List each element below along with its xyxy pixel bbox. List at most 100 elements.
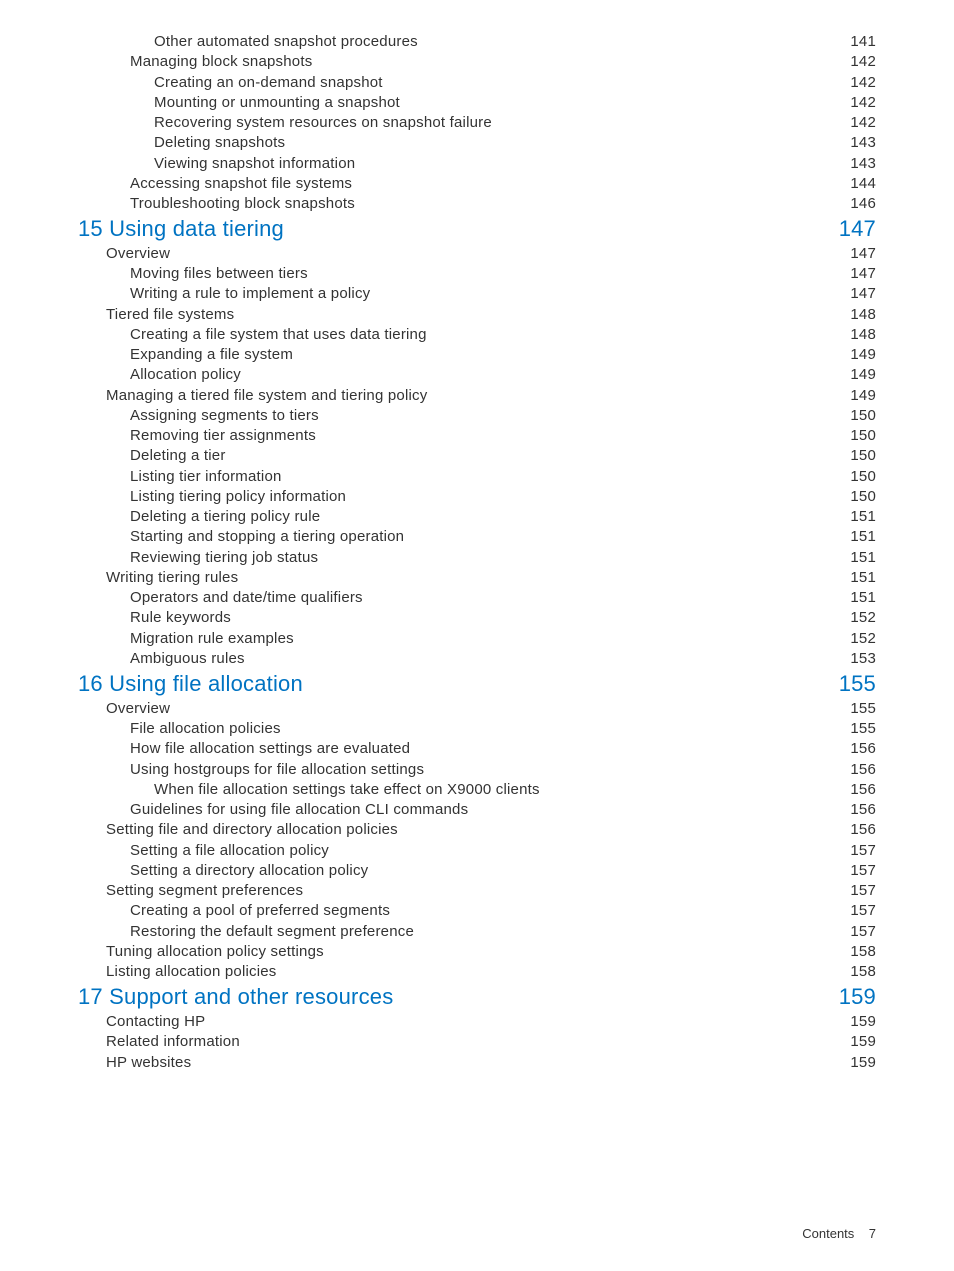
toc-entry-page: 142 — [850, 93, 876, 113]
toc-entry[interactable]: HP websites159 — [78, 1053, 876, 1073]
toc-entry[interactable]: File allocation policies155 — [78, 719, 876, 739]
toc-entry[interactable]: Removing tier assignments150 — [78, 426, 876, 446]
toc-entry-page: 156 — [850, 739, 876, 759]
toc-entry-page: 143 — [850, 154, 876, 174]
toc-list: Other automated snapshot procedures141Ma… — [78, 32, 876, 1073]
toc-entry-page: 147 — [850, 244, 876, 264]
toc-entry[interactable]: Ambiguous rules153 — [78, 649, 876, 669]
toc-entry[interactable]: Deleting snapshots143 — [78, 133, 876, 153]
toc-entry-label: Creating a pool of preferred segments — [130, 901, 390, 921]
toc-entry-label: How file allocation settings are evaluat… — [130, 739, 410, 759]
toc-entry[interactable]: Related information159 — [78, 1032, 876, 1052]
toc-entry[interactable]: Accessing snapshot file systems144 — [78, 174, 876, 194]
toc-entry[interactable]: Setting a file allocation policy157 — [78, 841, 876, 861]
toc-entry[interactable]: Moving files between tiers147 — [78, 264, 876, 284]
page-footer: Contents 7 — [802, 1226, 876, 1241]
toc-entry[interactable]: Tiered file systems148 — [78, 305, 876, 325]
footer-label: Contents — [802, 1226, 854, 1241]
toc-entry[interactable]: Migration rule examples 152 — [78, 629, 876, 649]
toc-chapter-entry[interactable]: 16 Using file allocation 155 — [78, 669, 876, 699]
toc-entry[interactable]: Assigning segments to tiers150 — [78, 406, 876, 426]
toc-entry-page: 150 — [850, 467, 876, 487]
toc-entry[interactable]: Tuning allocation policy settings158 — [78, 942, 876, 962]
toc-entry[interactable]: Setting file and directory allocation po… — [78, 820, 876, 840]
toc-entry[interactable]: Starting and stopping a tiering operatio… — [78, 527, 876, 547]
toc-entry[interactable]: Guidelines for using file allocation CLI… — [78, 800, 876, 820]
toc-entry[interactable]: Listing tiering policy information150 — [78, 487, 876, 507]
toc-entry[interactable]: Creating a file system that uses data ti… — [78, 325, 876, 345]
toc-entry-label: Migration rule examples — [130, 629, 294, 649]
toc-entry-page: 156 — [850, 780, 876, 800]
toc-entry-page: 151 — [850, 507, 876, 527]
toc-entry-label: Tuning allocation policy settings — [106, 942, 324, 962]
toc-entry[interactable]: Operators and date/time qualifiers151 — [78, 588, 876, 608]
toc-entry[interactable]: Writing tiering rules 151 — [78, 568, 876, 588]
toc-entry[interactable]: Listing tier information150 — [78, 467, 876, 487]
toc-entry-label: Expanding a file system — [130, 345, 293, 365]
toc-entry-page: 150 — [850, 426, 876, 446]
toc-entry[interactable]: Using hostgroups for file allocation set… — [78, 760, 876, 780]
toc-page: Other automated snapshot procedures141Ma… — [0, 0, 954, 1271]
toc-entry-label: Rule keywords — [130, 608, 231, 628]
toc-entry[interactable]: Overview147 — [78, 244, 876, 264]
toc-entry-label: Using hostgroups for file allocation set… — [130, 760, 424, 780]
toc-entry-label: Guidelines for using file allocation CLI… — [130, 800, 468, 820]
toc-entry[interactable]: Creating an on-demand snapshot142 — [78, 73, 876, 93]
toc-entry-page: 155 — [850, 719, 876, 739]
toc-entry[interactable]: Rule keywords152 — [78, 608, 876, 628]
toc-entry-page: 147 — [839, 214, 876, 244]
toc-entry[interactable]: Reviewing tiering job status151 — [78, 548, 876, 568]
toc-entry[interactable]: Managing a tiered file system and tierin… — [78, 386, 876, 406]
toc-entry[interactable]: Deleting a tier150 — [78, 446, 876, 466]
toc-entry-label: When file allocation settings take effec… — [154, 780, 540, 800]
toc-entry-page: 155 — [839, 669, 876, 699]
toc-entry-page: 151 — [850, 527, 876, 547]
toc-entry-page: 150 — [850, 487, 876, 507]
toc-entry-label: Creating a file system that uses data ti… — [130, 325, 427, 345]
toc-entry[interactable]: Overview155 — [78, 699, 876, 719]
toc-entry[interactable]: Listing allocation policies158 — [78, 962, 876, 982]
toc-entry-label: Recovering system resources on snapshot … — [154, 113, 492, 133]
toc-entry-page: 147 — [850, 284, 876, 304]
toc-entry-page: 151 — [850, 548, 876, 568]
toc-entry[interactable]: Recovering system resources on snapshot … — [78, 113, 876, 133]
toc-entry-label: Mounting or unmounting a snapshot — [154, 93, 400, 113]
toc-entry-label: Writing a rule to implement a policy — [130, 284, 370, 304]
toc-entry-page: 157 — [850, 922, 876, 942]
toc-entry-label: 16 Using file allocation — [78, 669, 303, 699]
toc-entry-label: Assigning segments to tiers — [130, 406, 319, 426]
toc-entry-label: Writing tiering rules — [106, 568, 238, 588]
toc-entry[interactable]: Viewing snapshot information143 — [78, 154, 876, 174]
toc-chapter-entry[interactable]: 15 Using data tiering147 — [78, 214, 876, 244]
toc-entry[interactable]: How file allocation settings are evaluat… — [78, 739, 876, 759]
toc-entry[interactable]: Writing a rule to implement a policy 147 — [78, 284, 876, 304]
toc-entry-page: 156 — [850, 800, 876, 820]
toc-entry-page: 151 — [850, 568, 876, 588]
toc-entry-label: Setting file and directory allocation po… — [106, 820, 398, 840]
toc-entry[interactable]: Contacting HP159 — [78, 1012, 876, 1032]
toc-entry[interactable]: Setting a directory allocation policy157 — [78, 861, 876, 881]
toc-entry-page: 158 — [850, 962, 876, 982]
toc-entry[interactable]: Other automated snapshot procedures141 — [78, 32, 876, 52]
toc-entry-page: 148 — [850, 325, 876, 345]
toc-entry[interactable]: Creating a pool of preferred segments 157 — [78, 901, 876, 921]
toc-entry[interactable]: Deleting a tiering policy rule151 — [78, 507, 876, 527]
toc-entry-page: 157 — [850, 901, 876, 921]
toc-entry[interactable]: Mounting or unmounting a snapshot 142 — [78, 93, 876, 113]
toc-entry[interactable]: Allocation policy149 — [78, 365, 876, 385]
toc-entry-page: 142 — [850, 113, 876, 133]
toc-entry-label: Deleting a tier — [130, 446, 226, 466]
toc-entry-page: 149 — [850, 386, 876, 406]
toc-entry-page: 157 — [850, 881, 876, 901]
toc-entry[interactable]: When file allocation settings take effec… — [78, 780, 876, 800]
toc-entry[interactable]: Troubleshooting block snapshots146 — [78, 194, 876, 214]
toc-entry-label: Deleting snapshots — [154, 133, 285, 153]
toc-entry[interactable]: Managing block snapshots142 — [78, 52, 876, 72]
toc-entry-label: Accessing snapshot file systems — [130, 174, 352, 194]
toc-entry-page: 147 — [850, 264, 876, 284]
toc-chapter-entry[interactable]: 17 Support and other resources159 — [78, 982, 876, 1012]
toc-entry[interactable]: Restoring the default segment preference… — [78, 922, 876, 942]
toc-entry-page: 152 — [850, 629, 876, 649]
toc-entry[interactable]: Expanding a file system149 — [78, 345, 876, 365]
toc-entry[interactable]: Setting segment preferences157 — [78, 881, 876, 901]
